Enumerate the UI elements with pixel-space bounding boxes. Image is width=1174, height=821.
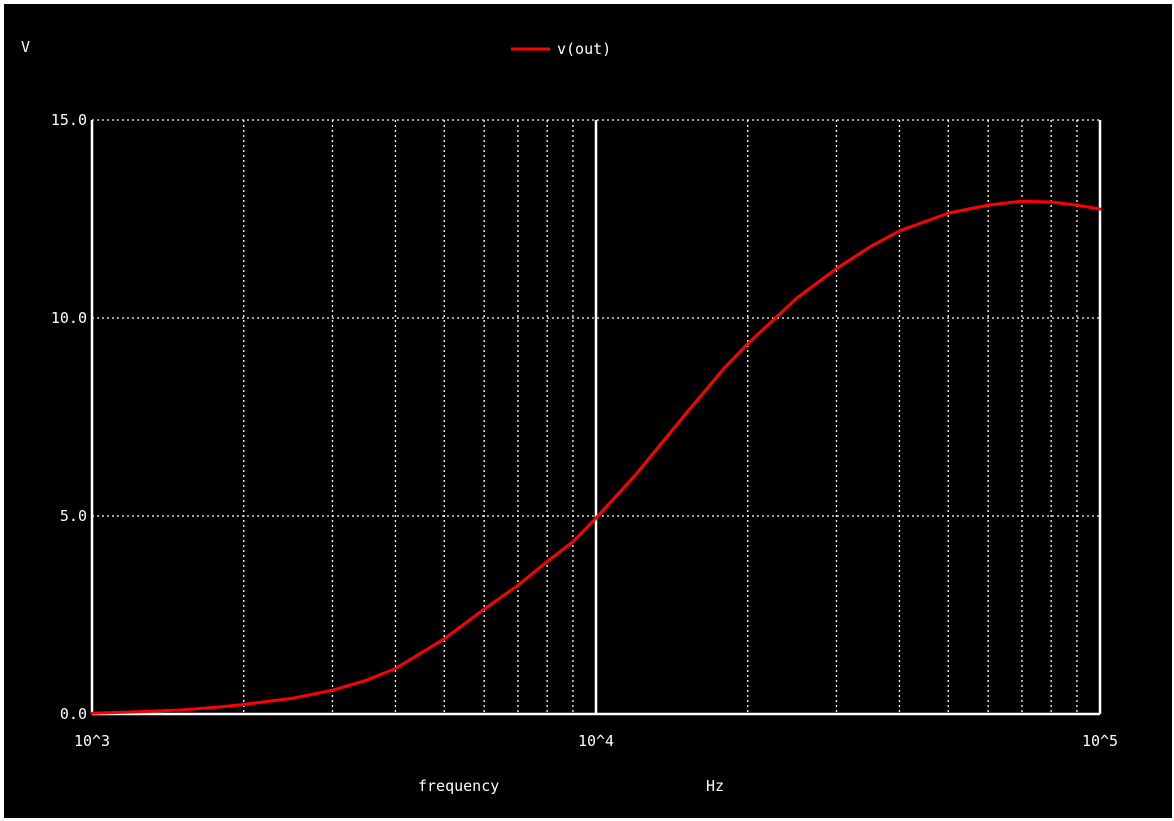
x-axis-label: frequency [418, 777, 499, 795]
x-tick-label: 10^3 [74, 732, 110, 750]
series-layer [90, 199, 1102, 715]
tick-labels: 0.0 5.0 10.0 15.0 10^3 10^4 10^5 [51, 111, 1118, 750]
axes [90, 120, 1102, 716]
plot-window: 0.0 5.0 10.0 15.0 10^3 10^4 10^5 V v(out) freq… [4, 4, 1172, 818]
y-tick-label: 10.0 [51, 309, 87, 327]
series-line-v-out [90, 199, 1102, 715]
y-tick-label: 5.0 [60, 507, 87, 525]
legend-label-v-out: v(out) [557, 40, 611, 58]
chart: 0.0 5.0 10.0 15.0 10^3 10^4 10^5 V v(out) freq… [21, 38, 1118, 795]
x-tick-label: 10^5 [1082, 732, 1118, 750]
y-tick-label: 0.0 [60, 705, 87, 723]
y-axis-unit-label: V [21, 38, 30, 56]
y-tick-label: 15.0 [51, 111, 87, 129]
x-tick-label: 10^4 [578, 732, 614, 750]
grid [92, 119, 1100, 714]
legend: v(out) [511, 40, 611, 58]
x-axis-unit: Hz [706, 777, 724, 795]
